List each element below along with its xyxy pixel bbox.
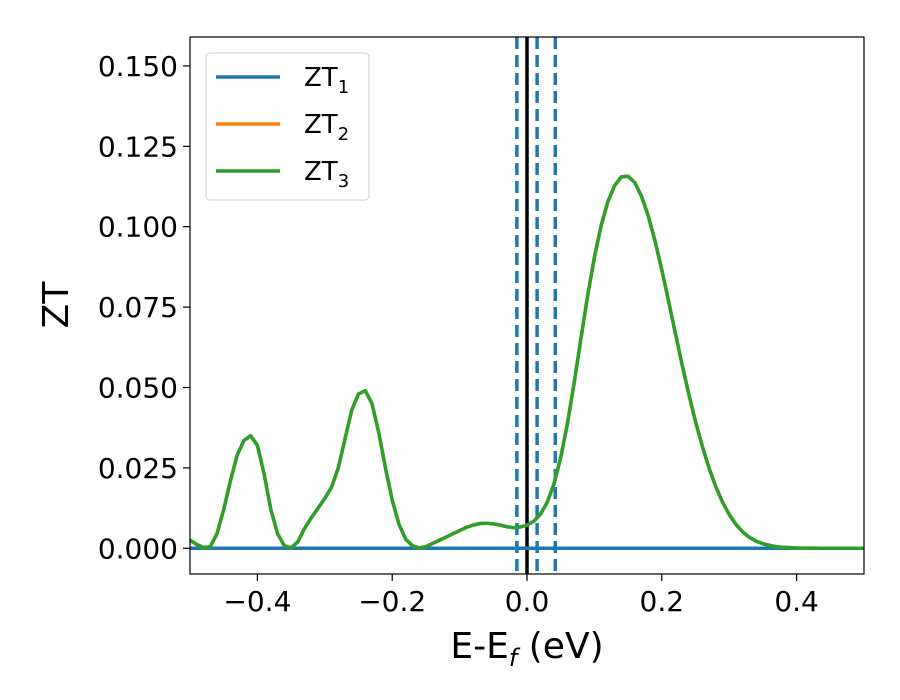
x-tick-label: 0.0 [505, 585, 550, 618]
y-tick-label: 0.025 [98, 452, 178, 485]
x-axis-title: E-Ef (eV) [450, 626, 603, 672]
legend-label-zt2: ZT2 [304, 110, 349, 145]
legend-frame [205, 52, 370, 201]
series-line-zt3 [190, 174, 864, 551]
y-tick-label: 0.100 [98, 211, 178, 244]
y-axis-ticks: 0.000 0.025 0.050 0.075 0.100 0.125 0.150 [98, 50, 190, 565]
reference-vertical-lines [515, 37, 558, 574]
x-tick-label: −0.2 [358, 585, 426, 618]
y-tick-label: 0.150 [98, 50, 178, 83]
y-tick-label: 0.050 [98, 371, 178, 404]
x-axis-ticks: −0.4 −0.2 0.0 0.2 0.4 [223, 574, 819, 618]
series-group [190, 174, 864, 551]
y-tick-label: 0.075 [98, 291, 178, 324]
legend: ZT1 ZT2 ZT3 [205, 52, 370, 201]
y-tick-label: 0.000 [98, 532, 178, 565]
x-tick-label: 0.4 [774, 585, 819, 618]
legend-label-zt3: ZT3 [304, 157, 349, 192]
y-axis-title: ZT [36, 281, 77, 329]
y-tick-label: 0.125 [98, 130, 178, 163]
x-tick-label: 0.2 [640, 585, 685, 618]
x-tick-label: −0.4 [223, 585, 291, 618]
legend-label-zt1: ZT1 [304, 63, 349, 98]
